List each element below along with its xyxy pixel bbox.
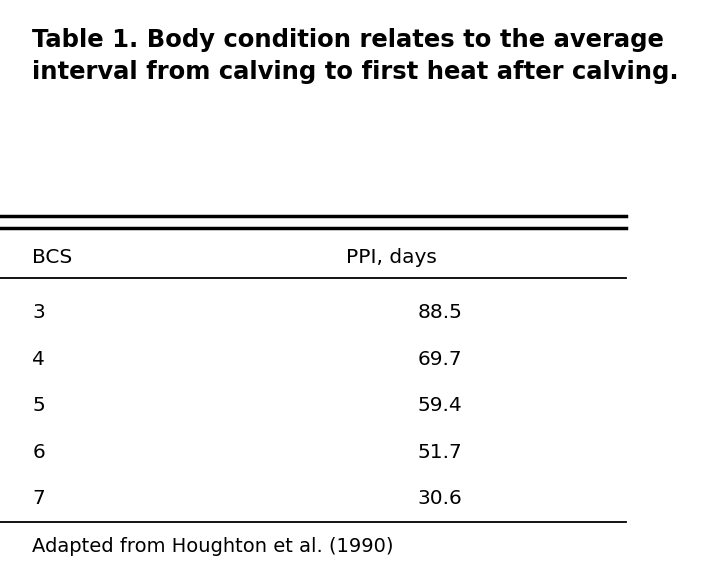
Text: 30.6: 30.6 (418, 489, 462, 508)
Text: 3: 3 (32, 303, 45, 323)
Text: 5: 5 (32, 396, 45, 415)
Text: 59.4: 59.4 (418, 396, 462, 415)
Text: 51.7: 51.7 (418, 443, 462, 462)
Text: 4: 4 (32, 350, 45, 369)
Text: BCS: BCS (32, 248, 73, 267)
Text: Table 1. Body condition relates to the average
interval from calving to first he: Table 1. Body condition relates to the a… (32, 28, 679, 84)
Text: 88.5: 88.5 (418, 303, 462, 323)
Text: 69.7: 69.7 (418, 350, 462, 369)
Text: Adapted from Houghton et al. (1990): Adapted from Houghton et al. (1990) (32, 537, 394, 556)
Text: PPI, days: PPI, days (346, 248, 436, 267)
Text: 7: 7 (32, 489, 45, 508)
Text: 6: 6 (32, 443, 45, 462)
